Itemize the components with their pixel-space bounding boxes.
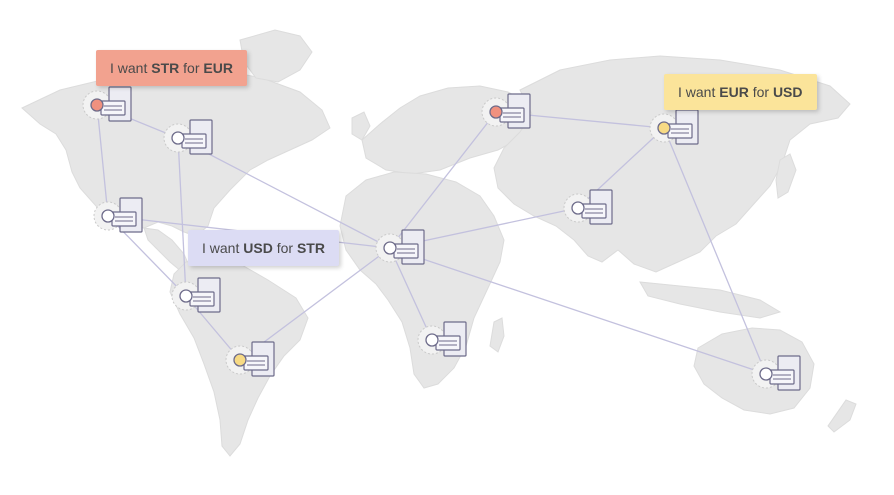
link	[389, 247, 767, 375]
node-dot	[571, 201, 585, 215]
request-mid: for	[179, 60, 204, 76]
request-prefix: I want	[110, 60, 152, 76]
link	[389, 111, 497, 249]
continent-africa	[339, 171, 505, 389]
link	[663, 127, 767, 375]
node-west-africa	[375, 229, 425, 265]
continent-madagascar	[489, 317, 505, 353]
network-links	[96, 104, 767, 375]
request-bubble-usd-for-str: I want USD for STR	[188, 230, 339, 266]
node-usa	[93, 197, 143, 233]
node-dot	[101, 209, 115, 223]
request-mid: for	[748, 84, 773, 100]
node-south-africa	[417, 321, 467, 357]
link	[177, 137, 187, 297]
link	[96, 104, 109, 217]
node-russia	[649, 109, 699, 145]
node-dot	[171, 131, 185, 145]
network-nodes	[82, 86, 801, 391]
link	[239, 247, 391, 361]
request-prefix: I want	[678, 84, 720, 100]
request-mid: for	[272, 240, 297, 256]
node-australia	[751, 355, 801, 391]
continent-indonesia	[639, 281, 782, 319]
request-want-currency: STR	[151, 60, 180, 76]
continent-japan	[775, 153, 797, 199]
request-bubble-eur-for-usd: I want EUR for USD	[664, 74, 817, 110]
request-bubble-str-for-eur: I want STR for EUR	[96, 50, 247, 86]
node-india	[563, 189, 613, 225]
request-want-currency: USD	[243, 240, 273, 256]
link	[389, 247, 433, 341]
node-alaska	[82, 86, 132, 122]
continent-new-zealand	[827, 399, 857, 433]
continent-uk	[351, 111, 371, 141]
node-canada	[163, 119, 213, 155]
request-give-currency: USD	[772, 84, 803, 100]
node-dot	[383, 241, 397, 255]
node-colombia	[171, 277, 221, 313]
node-dot	[90, 98, 104, 112]
node-dot	[657, 121, 671, 135]
node-dot	[425, 333, 439, 347]
node-dot	[759, 367, 773, 381]
link	[177, 137, 391, 249]
request-give-currency: EUR	[203, 60, 233, 76]
node-dot	[179, 289, 193, 303]
node-dot	[489, 105, 503, 119]
node-europe	[481, 93, 531, 129]
request-prefix: I want	[202, 240, 244, 256]
request-give-currency: STR	[296, 240, 325, 256]
request-want-currency: EUR	[719, 84, 749, 100]
continent-north-america	[21, 69, 331, 237]
continent-greenland	[239, 29, 313, 83]
node-brazil	[225, 341, 275, 377]
node-dot	[233, 353, 247, 367]
